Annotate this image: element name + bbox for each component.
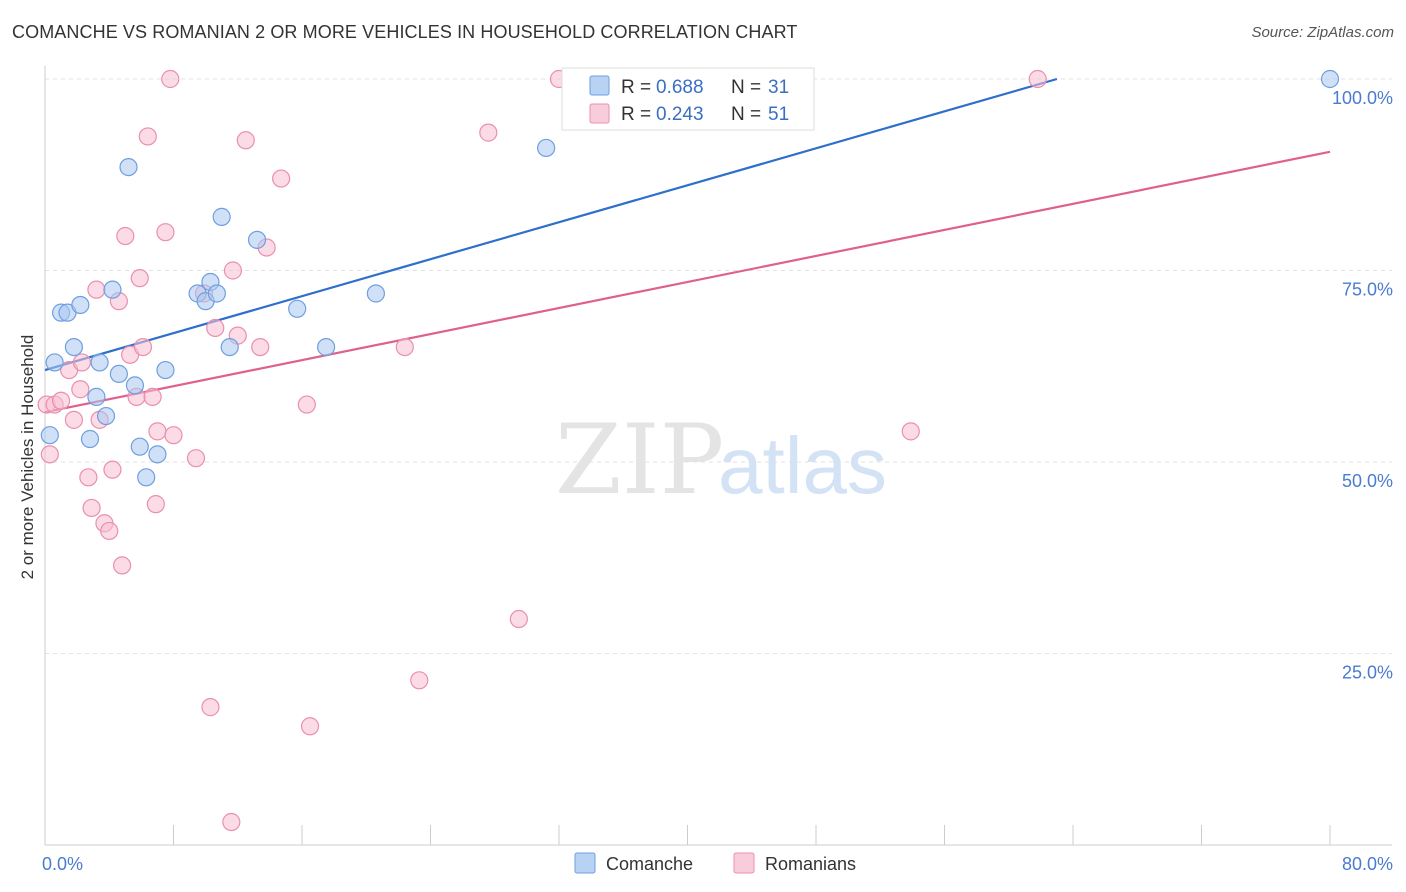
romanian-point	[223, 261, 243, 280]
comanche-point	[366, 284, 385, 303]
comanche-point	[96, 406, 116, 426]
comanche-point	[130, 437, 149, 456]
romanian-point	[297, 395, 316, 414]
comanche-point	[80, 429, 100, 449]
legend-swatch-comanche	[574, 852, 596, 874]
stats-comanche-r-label: R =	[621, 77, 651, 98]
romanian-point	[509, 609, 528, 629]
romanian-point	[112, 556, 132, 575]
comanche-point	[64, 338, 84, 357]
watermark-atlas: atlas	[718, 421, 887, 510]
romanian-point	[236, 131, 255, 150]
legend: Comanche Romanians	[574, 852, 856, 874]
comanche-point	[207, 284, 226, 303]
romanian-point	[479, 123, 498, 142]
comanche-point	[247, 230, 267, 249]
comanche-point	[220, 338, 239, 357]
romanian-point	[164, 426, 183, 445]
stats-romanian-r-label: R =	[621, 104, 651, 125]
romanian-point	[71, 380, 90, 399]
stats-comanche-n-label: N =	[731, 77, 761, 98]
comanche-point	[90, 353, 109, 372]
comanche-point	[103, 280, 122, 299]
romanian-point	[103, 460, 122, 479]
y-tick-label: 50.0%	[1342, 471, 1393, 491]
x-tick-label: 80.0%	[1342, 854, 1393, 874]
comanche-point	[156, 360, 175, 380]
stats-comanche-n-value: 31	[768, 77, 789, 98]
romanian-point	[82, 498, 101, 518]
axes: 25.0% 50.0% 75.0% 100.0% 0.0% 80.0%	[42, 66, 1393, 874]
watermark: ZIP atlas	[555, 404, 887, 516]
x-tick-label: 0.0%	[42, 854, 83, 874]
romanian-point	[133, 338, 153, 357]
stats-romanian-n-value: 51	[768, 104, 789, 125]
romanian-point	[146, 495, 165, 514]
romanian-point	[1028, 69, 1047, 89]
romanian-point	[901, 422, 920, 441]
grid-lines	[45, 78, 1392, 654]
comanche-point	[119, 157, 138, 177]
legend-label-romanians: Romanians	[765, 854, 856, 874]
comanche-point	[40, 426, 59, 445]
comanche-point	[316, 338, 336, 357]
stats-box: R = 0.688 N = 31 R = 0.243 N = 51	[561, 67, 815, 131]
romanian-point	[130, 269, 149, 288]
comanche-point	[137, 468, 156, 487]
romanian-point	[161, 69, 180, 89]
legend-label-comanche: Comanche	[606, 854, 693, 874]
comanche-point	[71, 295, 90, 315]
romanian-point	[116, 226, 135, 246]
romanian-point	[148, 422, 167, 441]
romanian-point	[300, 717, 320, 736]
romanian-point	[186, 449, 206, 468]
romanian-point	[251, 338, 270, 357]
chart-title: COMANCHE VS ROMANIAN 2 OR MORE VEHICLES …	[12, 22, 798, 42]
romanian-point	[100, 521, 119, 541]
romanian-point	[272, 169, 291, 188]
romanian-trend-line	[44, 150, 1331, 414]
romanian-point	[51, 391, 71, 410]
legend-swatch-romanians	[733, 852, 755, 874]
romanian-point	[156, 223, 175, 242]
romanian-point	[410, 671, 429, 690]
comanche-point	[45, 353, 64, 372]
comanche-point	[148, 445, 167, 464]
y-tick-label: 25.0%	[1342, 663, 1393, 683]
comanche-point	[1320, 69, 1340, 89]
comanche-point	[212, 207, 231, 226]
romanian-point	[395, 338, 414, 357]
comanche-trend-line	[44, 77, 1058, 372]
comanche-point	[537, 138, 556, 158]
comanche-point	[288, 299, 307, 318]
romanian-point	[201, 698, 220, 717]
comanche-point	[125, 376, 145, 395]
romanian-point	[79, 468, 98, 487]
y-tick-label: 100.0%	[1332, 88, 1393, 108]
source-label: Source: ZipAtlas.com	[1251, 24, 1394, 41]
stats-swatch-comanche	[589, 75, 610, 96]
comanche-point	[109, 364, 128, 384]
romanian-point	[64, 410, 84, 429]
stats-swatch-romanian	[589, 103, 610, 124]
romanian-point	[87, 280, 106, 299]
romanian-point	[40, 445, 59, 464]
romanian-point	[138, 127, 157, 146]
y-tick-label: 75.0%	[1342, 280, 1393, 300]
stats-comanche-r-value: 0.688	[656, 77, 704, 98]
data-points	[37, 69, 1340, 832]
y-axis-label: 2 or more Vehicles in Household	[18, 335, 37, 580]
romanian-point	[143, 387, 162, 406]
stats-romanian-r-value: 0.243	[656, 104, 704, 125]
comanche-point	[87, 387, 106, 406]
watermark-zip: ZIP	[555, 404, 724, 516]
romanian-point	[72, 353, 92, 372]
romanian-point	[222, 812, 241, 832]
stats-romanian-n-label: N =	[731, 104, 761, 125]
romanian-point	[206, 318, 225, 338]
